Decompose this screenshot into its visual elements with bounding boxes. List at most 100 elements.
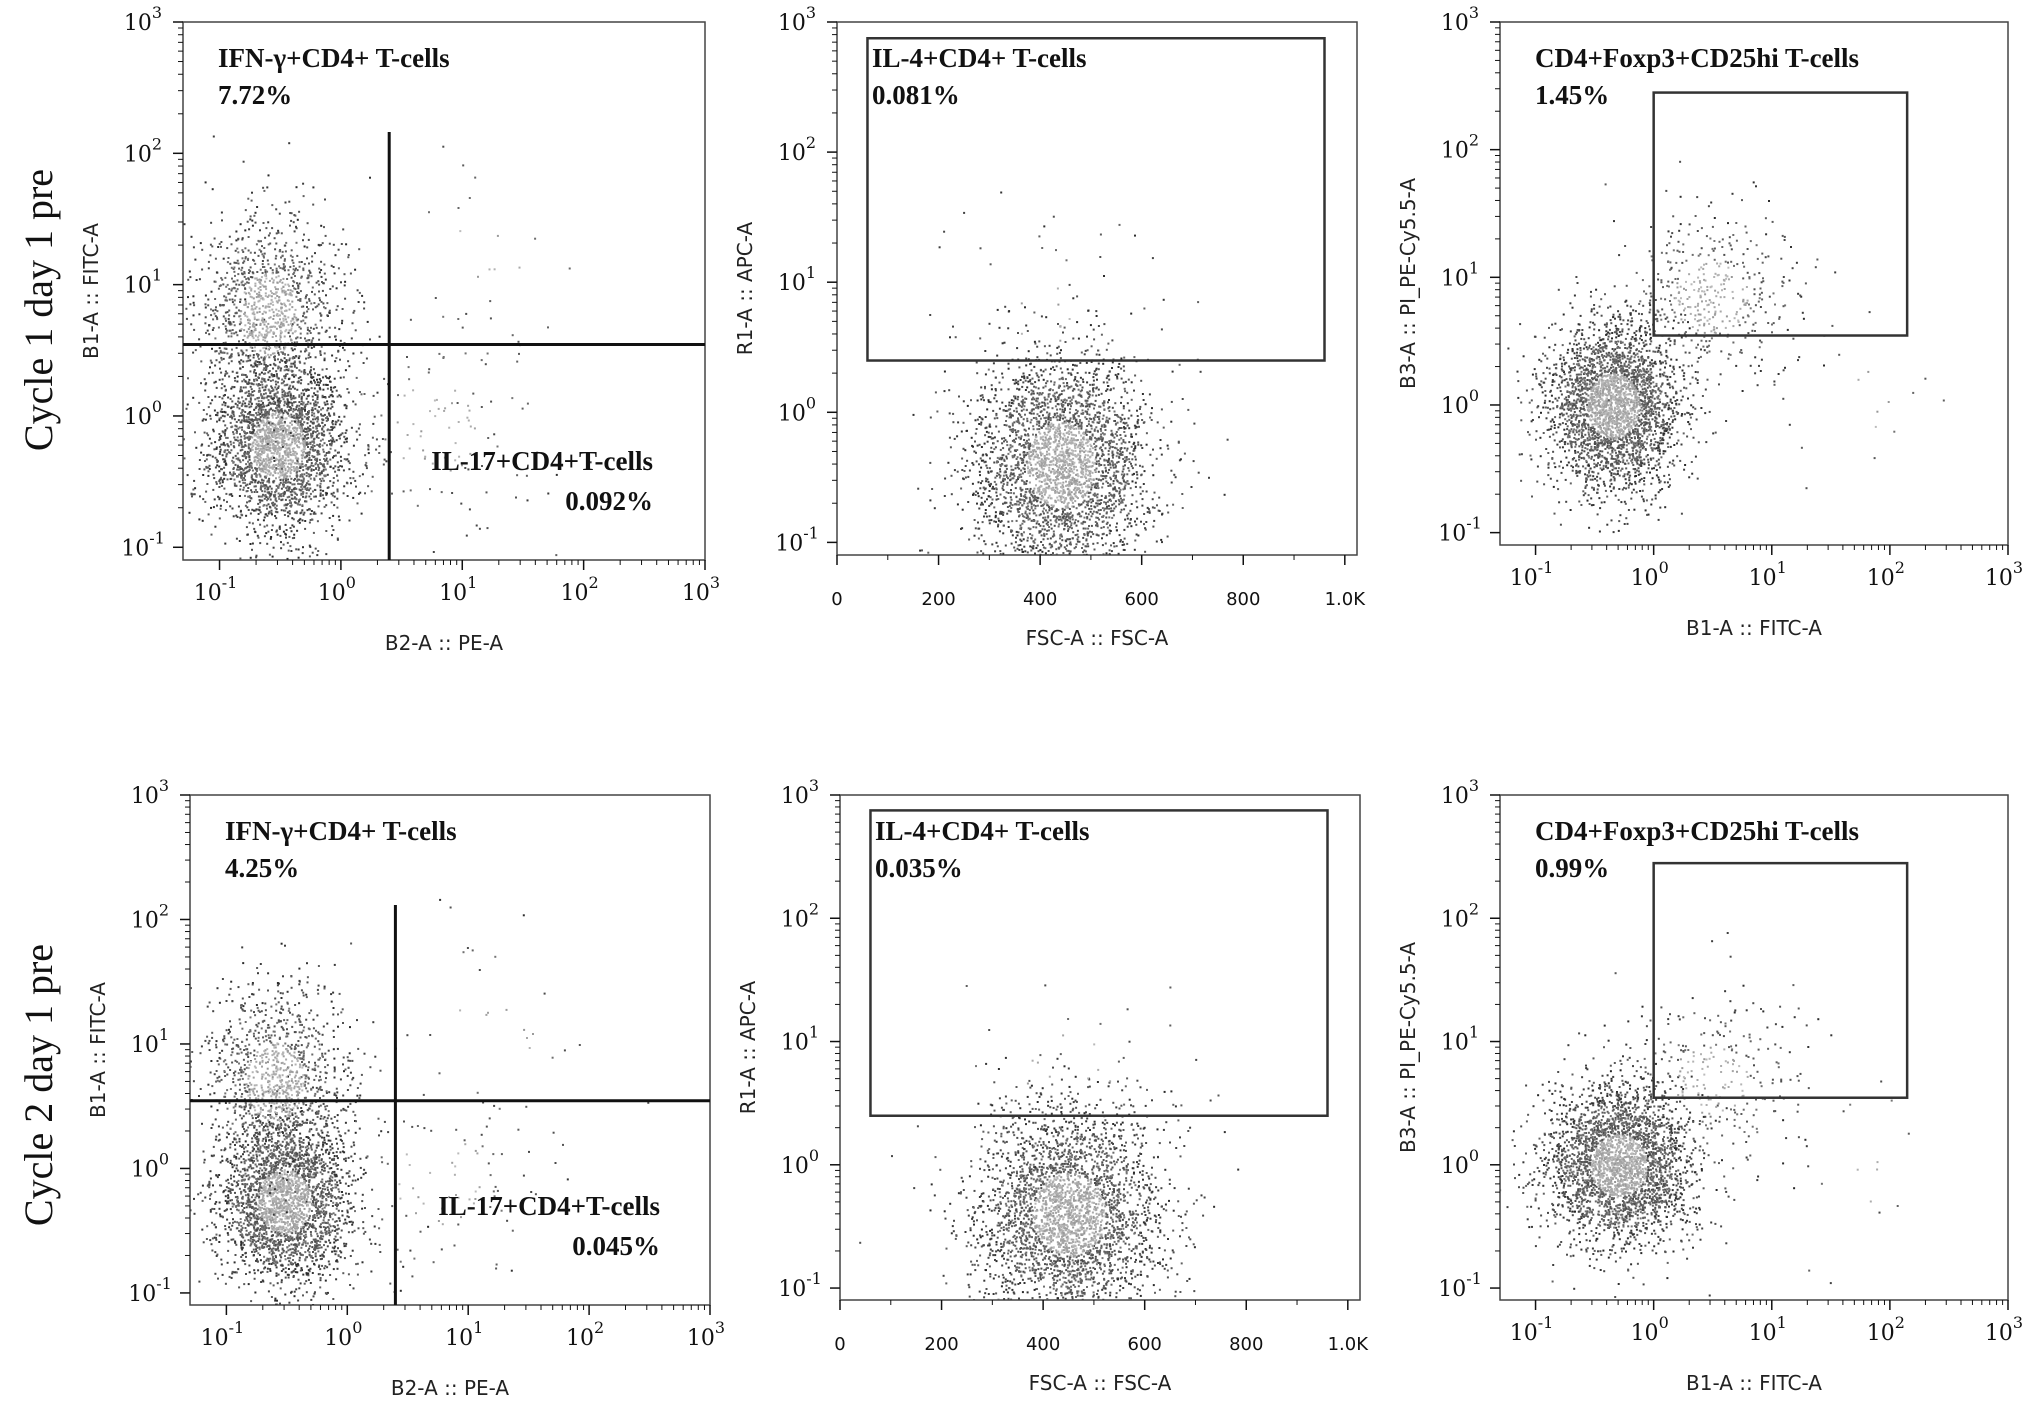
- event-dot: [259, 467, 262, 470]
- event-dot: [271, 414, 274, 417]
- event-dot: [444, 407, 447, 410]
- event-dot: [306, 488, 309, 491]
- event-dot: [237, 419, 240, 422]
- event-dot: [294, 442, 297, 445]
- event-dot: [333, 504, 336, 507]
- event-dot: [311, 260, 314, 263]
- event-dot: [525, 474, 528, 477]
- event-dot: [330, 386, 332, 389]
- event-dot: [278, 445, 281, 448]
- event-dot: [231, 298, 234, 301]
- event-dot: [354, 479, 357, 482]
- event-dot: [301, 475, 304, 478]
- event-dot: [283, 450, 286, 453]
- event-dot: [280, 547, 283, 550]
- event-dot: [284, 446, 287, 449]
- event-dot: [283, 335, 286, 338]
- event-dot: [1030, 519, 1033, 522]
- event-dot: [268, 473, 271, 476]
- event-dot: [1042, 546, 1045, 549]
- event-dot: [267, 348, 270, 351]
- event-dot: [229, 262, 232, 265]
- event-dot: [260, 393, 262, 396]
- event-dot: [212, 488, 215, 491]
- event-dot: [264, 320, 266, 323]
- event-dot: [202, 498, 205, 501]
- event-dot: [249, 333, 252, 336]
- event-dot: [289, 224, 291, 227]
- event-dot: [289, 294, 292, 297]
- event-dot: [999, 456, 1002, 459]
- event-dot: [235, 537, 238, 540]
- event-dot: [462, 164, 465, 167]
- event-dot: [264, 292, 267, 295]
- event-dot: [260, 470, 263, 473]
- event-dot: [1124, 518, 1127, 521]
- event-dot: [272, 464, 275, 467]
- event-dot: [307, 383, 310, 386]
- event-dot: [305, 437, 308, 440]
- event-dot: [269, 449, 272, 452]
- event-dot: [179, 316, 181, 318]
- event-dot: [267, 456, 270, 459]
- event-dot: [313, 441, 316, 444]
- event-dot: [302, 492, 304, 495]
- event-dot: [412, 423, 415, 426]
- event-dot: [214, 308, 217, 311]
- event-dot: [242, 488, 245, 491]
- event-dot: [340, 281, 342, 284]
- event-dot: [302, 436, 305, 439]
- event-dot: [299, 442, 302, 445]
- event-dot: [200, 360, 203, 363]
- event-dot: [412, 389, 415, 392]
- event-dot: [477, 275, 479, 278]
- event-dot: [287, 273, 290, 276]
- event-dot: [220, 211, 223, 214]
- event-dot: [238, 283, 241, 286]
- event-dot: [1028, 576, 1030, 578]
- event-dot: [266, 507, 268, 510]
- event-dot: [248, 394, 251, 397]
- event-dot: [259, 297, 262, 300]
- event-dot: [274, 297, 277, 300]
- event-dot: [269, 537, 272, 540]
- event-dot: [253, 290, 256, 293]
- event-dot: [317, 437, 320, 439]
- event-dot: [326, 400, 329, 403]
- event-dot: [240, 476, 243, 479]
- event-dot: [1105, 475, 1108, 477]
- event-dot: [226, 352, 229, 355]
- event-dot: [285, 454, 288, 457]
- event-dot: [1052, 552, 1054, 555]
- event-dot: [243, 472, 246, 475]
- event-dot: [278, 419, 281, 422]
- event-dot: [262, 493, 264, 496]
- event-dot: [187, 296, 189, 299]
- event-dot: [275, 314, 278, 317]
- event-dot: [248, 269, 251, 272]
- event-dot: [298, 407, 300, 410]
- event-dot: [284, 467, 287, 470]
- event-dot: [252, 354, 255, 356]
- event-dot: [279, 267, 282, 269]
- event-dot: [230, 266, 233, 269]
- event-dot: [261, 450, 263, 453]
- event-dot: [1088, 395, 1091, 398]
- event-dot: [961, 469, 964, 471]
- event-dot: [247, 420, 250, 423]
- event-dot: [1043, 534, 1046, 537]
- event-dot: [318, 338, 321, 341]
- event-dot: [190, 235, 193, 238]
- event-dot: [218, 445, 221, 448]
- event-dot: [282, 484, 285, 487]
- event-dot: [264, 306, 267, 309]
- event-dot: [321, 427, 324, 430]
- event-dot: [276, 450, 279, 453]
- event-dot: [279, 369, 282, 372]
- event-dot: [1098, 499, 1101, 502]
- event-dot: [286, 465, 289, 468]
- event-dot: [427, 371, 430, 374]
- event-dot: [319, 439, 322, 442]
- event-dot: [276, 414, 279, 417]
